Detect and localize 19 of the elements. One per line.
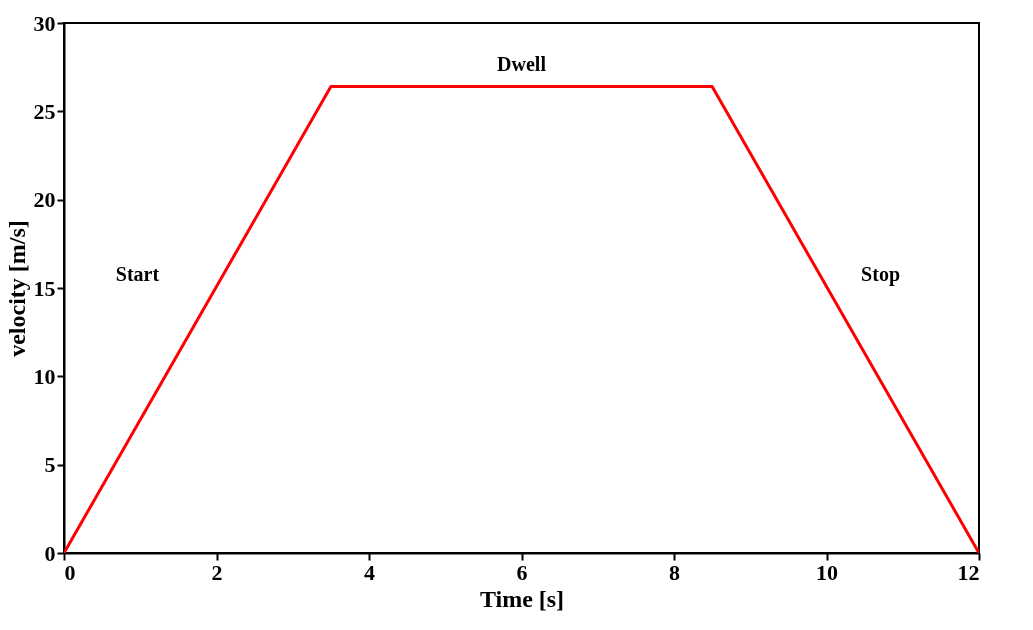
y-tick-label: 0 xyxy=(44,540,56,566)
annotation: Dwell xyxy=(497,52,547,75)
y-tick-label: 20 xyxy=(33,187,56,213)
x-tick-label: 0 xyxy=(64,559,76,585)
y-axis-title: velocity [m/s] xyxy=(3,220,30,357)
y-tick-label: 5 xyxy=(44,452,56,478)
x-tick-label: 8 xyxy=(669,559,680,585)
annotation: Stop xyxy=(861,262,901,286)
x-axis-title: Time [s] xyxy=(479,585,565,612)
x-tick-label: 10 xyxy=(816,559,838,585)
y-tick-label: 30 xyxy=(33,10,56,36)
annotation: Start xyxy=(115,262,160,285)
y-tick-label: 15 xyxy=(33,275,56,301)
x-tick-label: 6 xyxy=(516,559,528,585)
x-tick-label: 2 xyxy=(211,559,223,585)
x-tick-label: 4 xyxy=(364,559,375,585)
x-tick-label: 12 xyxy=(957,559,980,585)
y-tick-label: 25 xyxy=(33,98,56,124)
y-tick-label: 10 xyxy=(33,363,56,389)
